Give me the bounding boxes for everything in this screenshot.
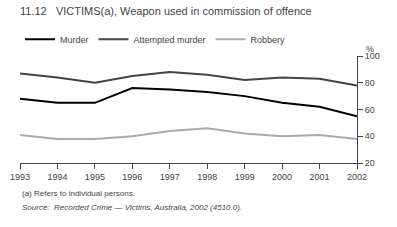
svg-text:11.12 VICTIMS(a), Weapon use: 11.12 VICTIMS(a), Weapon used in commiss…: [20, 5, 312, 17]
svg-text:1998: 1998: [197, 172, 217, 182]
svg-text:40: 40: [365, 131, 375, 141]
svg-text:2001: 2001: [310, 172, 330, 182]
svg-text:Murder: Murder: [60, 35, 89, 45]
svg-text:1999: 1999: [235, 172, 255, 182]
svg-text:2000: 2000: [272, 172, 292, 182]
svg-text:1996: 1996: [122, 172, 142, 182]
svg-text:Attempted murder: Attempted murder: [134, 35, 206, 45]
svg-text:1997: 1997: [160, 172, 180, 182]
svg-text:1995: 1995: [85, 172, 105, 182]
svg-text:1993: 1993: [10, 172, 30, 182]
svg-text:100: 100: [365, 51, 380, 61]
svg-text:80: 80: [365, 78, 375, 88]
svg-text:60: 60: [365, 105, 375, 115]
svg-text:%: %: [366, 44, 374, 54]
svg-text:20: 20: [365, 158, 375, 168]
svg-text:Source: Recorded Crime — Vict: Source: Recorded Crime — Victims, Austra…: [22, 203, 242, 212]
svg-text:(a) Refers to individual perso: (a) Refers to individual persons.: [22, 189, 135, 198]
svg-text:2002: 2002: [347, 172, 367, 182]
svg-text:1994: 1994: [47, 172, 67, 182]
svg-text:Robbery: Robbery: [251, 35, 286, 45]
